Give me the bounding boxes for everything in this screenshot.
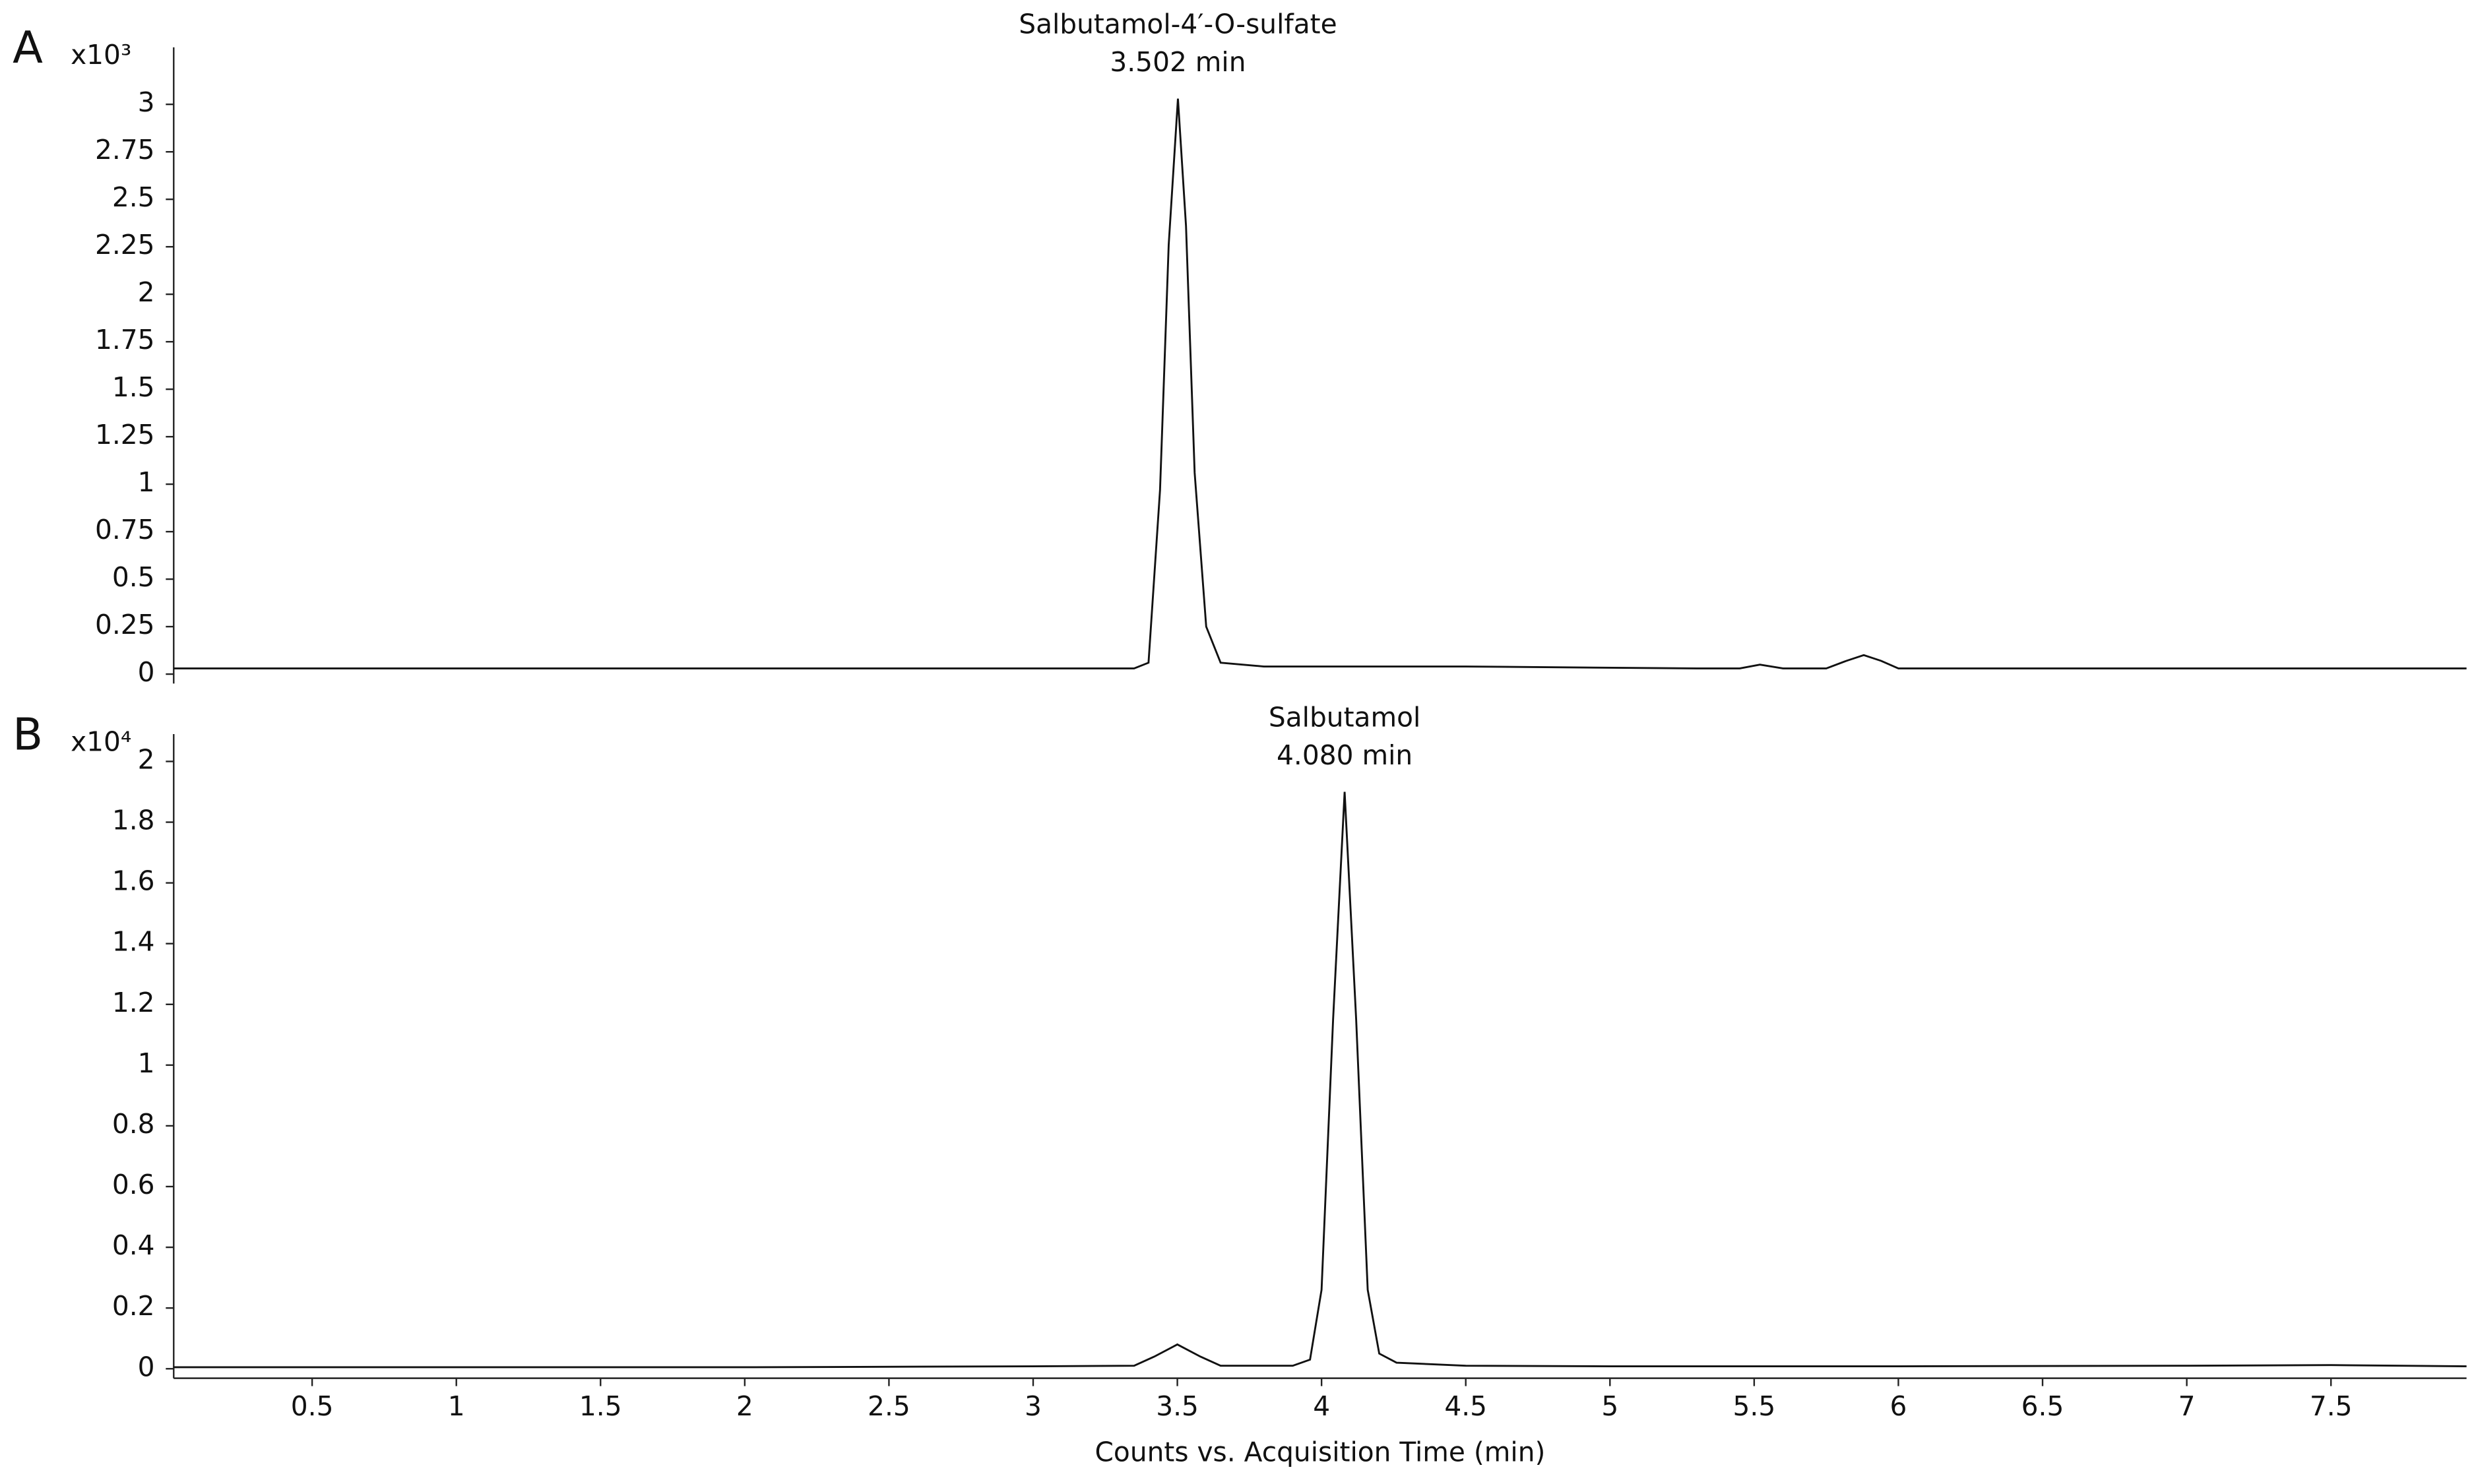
trace bbox=[174, 98, 2467, 669]
y-tick-label: 0 bbox=[138, 1351, 155, 1382]
y-tick-label: 1.6 bbox=[112, 865, 155, 897]
x-tick-label: 4.5 bbox=[1444, 1390, 1487, 1422]
y-multiplier: x10³ bbox=[71, 39, 131, 71]
peak-annotation: Salbutamol bbox=[1269, 701, 1420, 733]
y-tick-label: 2 bbox=[138, 743, 155, 775]
peak-annotation: 4.080 min bbox=[1277, 739, 1413, 771]
y-tick-label: 0.25 bbox=[95, 609, 155, 640]
y-tick-label: 1 bbox=[138, 1047, 155, 1079]
x-tick-label: 4 bbox=[1313, 1390, 1330, 1422]
y-tick-label: 1.25 bbox=[95, 419, 155, 450]
x-tick-label: 1.5 bbox=[579, 1390, 622, 1422]
y-tick-label: 1 bbox=[138, 466, 155, 498]
y-tick-label: 2.75 bbox=[95, 134, 155, 166]
y-tick-label: 1.5 bbox=[112, 371, 155, 403]
x-tick-label: 0.5 bbox=[291, 1390, 334, 1422]
x-tick-label: 7 bbox=[2178, 1390, 2196, 1422]
y-tick-label: 0.6 bbox=[112, 1169, 155, 1200]
panel-label: A bbox=[13, 22, 43, 73]
x-axis-label: Counts vs. Acquisition Time (min) bbox=[1095, 1437, 1546, 1468]
y-tick-label: 1.2 bbox=[112, 987, 155, 1018]
peak-annotation: 3.502 min bbox=[1110, 46, 1246, 78]
x-tick-label: 7.5 bbox=[2310, 1390, 2353, 1422]
x-tick-label: 5 bbox=[1601, 1390, 1618, 1422]
y-tick-label: 0.8 bbox=[112, 1108, 155, 1140]
y-tick-label: 0.75 bbox=[95, 514, 155, 545]
peak-annotation: Salbutamol-4′-O-sulfate bbox=[1019, 8, 1337, 40]
panel-label: B bbox=[13, 708, 43, 760]
y-tick-label: 1.75 bbox=[95, 324, 155, 356]
y-tick-label: 1.8 bbox=[112, 805, 155, 836]
y-tick-label: 0.4 bbox=[112, 1229, 155, 1261]
y-tick-label: 2.5 bbox=[112, 181, 155, 213]
x-tick-label: 6 bbox=[1890, 1390, 1907, 1422]
y-tick-label: 2.25 bbox=[95, 229, 155, 261]
y-multiplier: x10⁴ bbox=[71, 726, 131, 757]
x-tick-label: 3.5 bbox=[1156, 1390, 1199, 1422]
y-tick-label: 0.5 bbox=[112, 561, 155, 593]
y-tick-label: 0.2 bbox=[112, 1290, 155, 1322]
x-tick-label: 6.5 bbox=[2021, 1390, 2064, 1422]
x-tick-label: 2.5 bbox=[868, 1390, 910, 1422]
x-tick-label: 1 bbox=[448, 1390, 465, 1422]
x-tick-label: 3 bbox=[1025, 1390, 1042, 1422]
y-tick-label: 1.4 bbox=[112, 926, 155, 958]
x-tick-label: 5.5 bbox=[1733, 1390, 1776, 1422]
x-tick-label: 2 bbox=[736, 1390, 753, 1422]
trace bbox=[174, 791, 2467, 1369]
y-tick-label: 2 bbox=[138, 276, 155, 308]
y-tick-label: 3 bbox=[138, 86, 155, 118]
y-tick-label: 0 bbox=[138, 656, 155, 688]
